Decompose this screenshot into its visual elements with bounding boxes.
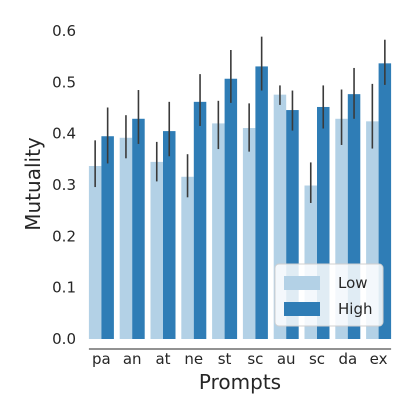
y-axis-ticks: 0.0 0.1 0.2 0.3 0.4 0.5 0.6 <box>52 22 76 348</box>
x-tick-label: pa <box>92 350 111 368</box>
bar-low-ne <box>181 176 194 339</box>
bar-low-at <box>150 161 163 339</box>
x-tick-label: at <box>155 350 170 368</box>
y-axis-label: Mutuality <box>21 137 45 231</box>
bar-high-at <box>163 131 176 339</box>
bar-low-sc <box>242 128 256 339</box>
legend-swatch-high <box>284 302 320 316</box>
y-tick-label: 0.3 <box>52 176 76 194</box>
bar-high-pa <box>101 136 114 339</box>
y-tick-label: 0.4 <box>52 125 76 143</box>
bar-high-ne <box>193 101 207 339</box>
bar-low-pa <box>88 166 102 339</box>
bar-low-an <box>119 137 133 339</box>
x-tick-label: ne <box>184 350 203 368</box>
y-tick-label: 0.5 <box>52 73 76 91</box>
error-bars-group <box>94 36 386 203</box>
legend-swatch-low <box>284 276 320 290</box>
x-tick-label: sc <box>247 350 263 368</box>
legend-label-low: Low <box>338 274 368 292</box>
x-tick-label: an <box>123 350 142 368</box>
legend-label-high: High <box>338 300 372 318</box>
x-axis-ticks: pa an at ne st sc au sc da ex <box>92 350 388 368</box>
y-tick-label: 0.0 <box>52 330 76 348</box>
bar-high-st <box>224 78 238 340</box>
y-tick-label: 0.6 <box>52 22 76 40</box>
bar-low-st <box>212 123 225 340</box>
legend: Low High <box>274 263 384 327</box>
x-tick-label: ex <box>370 350 388 368</box>
x-tick-label: sc <box>309 350 325 368</box>
bar-high-sc <box>255 66 268 340</box>
x-tick-label: da <box>338 350 357 368</box>
y-tick-label: 0.2 <box>52 227 76 245</box>
y-tick-label: 0.1 <box>52 279 76 297</box>
x-axis-label: Prompts <box>199 370 281 394</box>
x-tick-label: st <box>218 350 232 368</box>
x-tick-label: au <box>277 350 296 368</box>
bar-high-an <box>132 118 145 339</box>
